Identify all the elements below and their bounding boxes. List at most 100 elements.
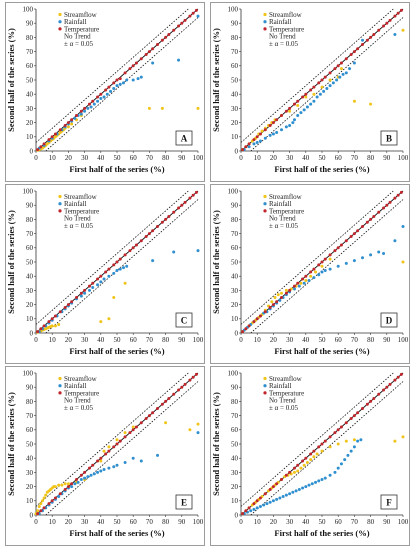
- temperature-point-c-13: [87, 284, 91, 288]
- rainfall-point-b-6: [268, 133, 272, 137]
- rainfall-point-b-27: [338, 75, 342, 79]
- temperature-point-f-16: [304, 456, 308, 460]
- y-tick-label-d-60: 60: [231, 244, 239, 252]
- legend-label-d-3: No Trend: [269, 215, 296, 223]
- temperature-point-e-0: [36, 512, 40, 516]
- temperature-point-e-11: [79, 473, 83, 477]
- legend-label-b-2: Temperature: [269, 25, 304, 33]
- x-tick-label-b-10: 10: [254, 154, 262, 162]
- x-tick-label-f-80: 80: [367, 518, 375, 526]
- temperature-point-b-34: [377, 28, 381, 32]
- alpha-band-line-d-1: [240, 190, 394, 325]
- rainfall-point-d-25: [344, 261, 348, 265]
- y-tick-label-c-40: 40: [26, 273, 34, 281]
- x-tick-label-c-10: 10: [49, 336, 57, 344]
- temperature-point-e-30: [156, 407, 159, 410]
- x-tick-label-b-50: 50: [319, 154, 327, 162]
- temperature-point-b-2: [247, 142, 251, 146]
- temperature-point-c-12: [83, 288, 87, 292]
- temperature-point-f-32: [369, 399, 373, 403]
- rainfall-point-e-19: [99, 469, 103, 473]
- streamflow-point-f-19: [302, 463, 306, 467]
- temperature-point-b-19: [317, 81, 321, 85]
- rainfall-point-c-24: [151, 259, 155, 263]
- streamflow-point-e-3: [39, 502, 43, 506]
- temperature-point-e-35: [177, 388, 181, 392]
- streamflow-point-b-22: [401, 28, 405, 32]
- temperature-point-b-20: [320, 78, 324, 82]
- streamflow-point-c-10: [53, 324, 57, 328]
- panel-letter-box-c: [175, 312, 193, 328]
- rainfall-point-c-11: [79, 294, 83, 298]
- streamflow-point-f-26: [336, 442, 340, 446]
- streamflow-point-d-11: [276, 293, 280, 297]
- temperature-point-a-13: [87, 102, 91, 106]
- legend-marker-b-2: [263, 27, 267, 31]
- temperature-point-d-14: [296, 281, 300, 285]
- rainfall-point-b-22: [322, 89, 326, 93]
- y-tick-label-e-70: 70: [26, 412, 34, 420]
- rainfall-point-a-19: [105, 92, 109, 96]
- temperature-point-a-28: [147, 50, 151, 54]
- x-tick-label-a-100: 100: [193, 154, 204, 162]
- rainfall-point-a-15: [92, 102, 96, 106]
- temperature-point-b-28: [352, 50, 356, 54]
- temperature-point-d-39: [396, 193, 400, 197]
- x-tick-label-e-100: 100: [193, 518, 204, 526]
- temperature-point-c-14: [91, 281, 95, 285]
- x-tick-label-d-30: 30: [286, 336, 294, 344]
- temperature-point-f-39: [396, 375, 400, 379]
- temperature-point-e-27: [144, 416, 148, 420]
- legend-marker-a-1: [58, 20, 62, 24]
- x-tick-label-e-40: 40: [97, 518, 105, 526]
- rainfall-point-d-18: [307, 278, 311, 282]
- legend-label-d-2: Temperature: [269, 207, 304, 215]
- temperature-point-d-23: [333, 249, 337, 253]
- x-tick-label-e-90: 90: [178, 518, 186, 526]
- x-tick-label-e-70: 70: [146, 518, 154, 526]
- y-tick-label-d-0: 0: [235, 329, 239, 337]
- temperature-point-a-26: [139, 57, 143, 61]
- temperature-point-f-8: [271, 485, 275, 489]
- y-tick-label-d-100: 100: [228, 187, 239, 195]
- streamflow-point-f-18: [299, 466, 303, 470]
- temperature-point-d-24: [336, 246, 340, 250]
- x-tick-label-a-60: 60: [130, 154, 138, 162]
- alpha-band-line-f-1: [240, 372, 394, 507]
- temperature-point-a-3: [47, 138, 51, 142]
- rainfall-point-a-17: [99, 96, 103, 100]
- x-tick-label-d-10: 10: [254, 336, 262, 344]
- temperature-point-e-1: [39, 509, 43, 513]
- y-axis-title-f: Second half of the series (%): [211, 392, 221, 496]
- x-tick-label-e-50: 50: [114, 518, 122, 526]
- rainfall-point-a-31: [196, 14, 200, 18]
- y-tick-label-c-100: 100: [23, 187, 34, 195]
- legend-label-c-1: Rainfall: [64, 200, 87, 208]
- rainfall-point-f-13: [284, 493, 288, 497]
- streamflow-point-e-2: [37, 504, 41, 508]
- streamflow-point-a-18: [66, 125, 70, 129]
- rainfall-point-f-25: [323, 476, 327, 480]
- rainfall-point-a-13: [86, 106, 90, 110]
- temperature-point-c-29: [151, 229, 155, 233]
- y-tick-label-d-50: 50: [231, 258, 239, 266]
- rainfall-point-f-12: [281, 495, 285, 499]
- temperature-point-e-20: [115, 442, 119, 446]
- temperature-point-b-0: [241, 148, 245, 152]
- rainfall-point-e-23: [115, 463, 119, 467]
- rainfall-point-d-29: [377, 250, 381, 254]
- temperature-point-e-22: [123, 435, 127, 439]
- temperature-point-f-28: [352, 414, 356, 418]
- x-tick-label-b-0: 0: [239, 154, 243, 162]
- temperature-point-d-3: [252, 320, 256, 324]
- temperature-point-f-34: [377, 392, 381, 396]
- temperature-point-d-13: [292, 284, 296, 288]
- streamflow-point-b-20: [352, 99, 356, 103]
- y-tick-label-f-60: 60: [231, 426, 239, 434]
- rainfall-point-f-23: [317, 479, 321, 483]
- rainfall-point-f-26: [328, 473, 332, 477]
- y-tick-label-c-30: 30: [26, 287, 34, 295]
- y-tick-label-d-20: 20: [231, 301, 239, 309]
- legend-marker-c-0: [58, 194, 62, 199]
- temperature-point-e-24: [131, 428, 135, 432]
